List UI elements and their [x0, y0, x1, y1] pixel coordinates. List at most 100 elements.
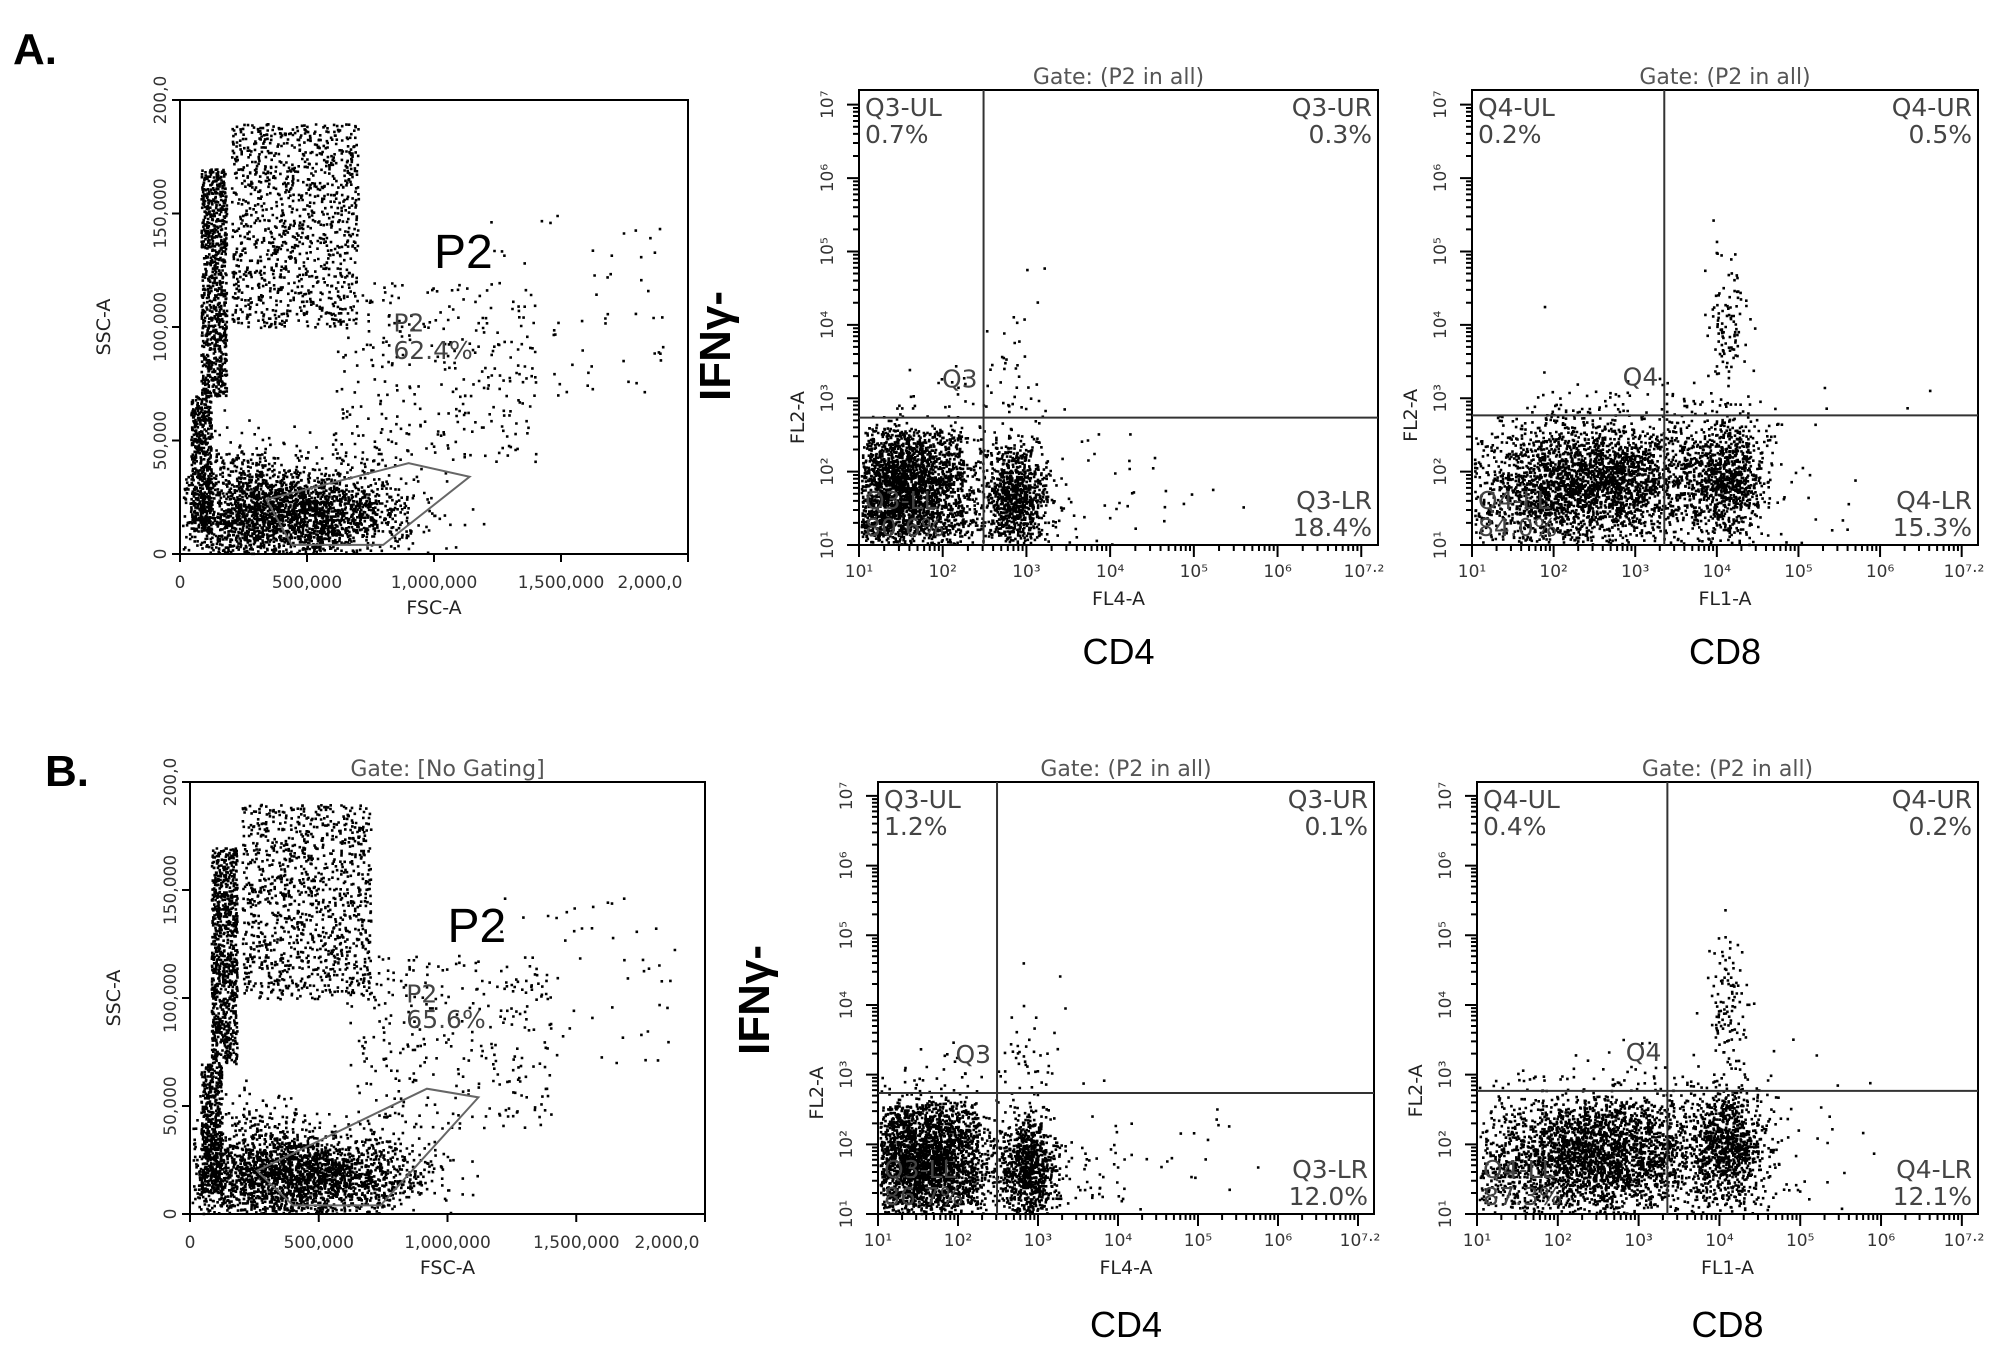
row: A. IFNγ- 0 500,000 1,000,000 1,500,000 2,000,0…	[13, 25, 1984, 672]
quadrant-plot: Gate: (P2 in all) 10¹ 10² 10³ 10⁴ 10⁵ 10⁶ 10⁷·²…	[1405, 757, 1984, 1345]
y-tick-label: 100,000	[161, 963, 181, 1033]
x-axis-label: FL1-A	[1698, 588, 1751, 610]
gate-plot: 0 500,000 1,000,000 1,500,000 2,000,0 0 50,000…	[93, 76, 689, 619]
log-ticks	[1465, 794, 1963, 1226]
x-tick-label: 10²	[928, 562, 956, 582]
x-axis-label: FSC-A	[406, 597, 461, 619]
quadrant-name: Q4-LR	[1896, 1155, 1972, 1184]
y-axis-label: FL2-A	[1400, 389, 1422, 442]
gate-label: Q4	[1626, 1038, 1662, 1067]
quadrant-percent: 12.1%	[1893, 1182, 1972, 1211]
y-tick-label: 10⁵	[818, 237, 838, 265]
row-label: A.	[13, 25, 57, 74]
plot-frame	[1471, 89, 1979, 546]
quadrant-name: Q4-UR	[1892, 785, 1972, 814]
y-tick-label: 0	[151, 549, 171, 560]
gate-percent: 65.6%	[406, 1005, 485, 1034]
gate-region	[264, 462, 472, 546]
quadrant-name: Q4-UR	[1892, 93, 1972, 122]
x-tick-label: 0	[185, 1233, 196, 1253]
quadrant-name: Q3-UL	[865, 93, 942, 122]
y-tick-label: 10³	[837, 1060, 857, 1088]
y-tick-label: 10²	[1431, 457, 1451, 485]
quadrant-percent: 0.1%	[1304, 812, 1368, 841]
x-tick-label: 2,000,0	[635, 1233, 700, 1253]
y-tick-label: 200,0	[161, 758, 181, 807]
x-tick-label: 10³	[1621, 562, 1649, 582]
y-tick-label: 10⁶	[837, 851, 857, 880]
quadrant-name: Q3-LR	[1292, 1155, 1368, 1184]
gate-percent: 62.4%	[393, 336, 472, 365]
marker-label: CD8	[1691, 1304, 1763, 1345]
log-ticks	[847, 103, 1363, 557]
quadrant-percent: 86.7%	[884, 1182, 963, 1211]
x-tick-label: 10⁷·²	[1944, 1231, 1985, 1251]
quadrant-name: Q4-LL	[1483, 1155, 1556, 1184]
quadrant-plot: Gate: (P2 in all) 10¹ 10² 10³ 10⁴ 10⁵ 10⁶ 10⁷·²…	[806, 757, 1380, 1345]
gate-label: Q4	[1623, 362, 1659, 391]
x-tick-label: 500,000	[284, 1233, 354, 1253]
y-tick-label: 10⁴	[837, 991, 857, 1020]
event-dots	[1473, 219, 1932, 547]
marker-label: CD8	[1689, 631, 1761, 672]
region-label: P2	[448, 900, 507, 953]
y-tick-label: 10¹	[1431, 531, 1451, 559]
y-tick-label: 10⁴	[1436, 991, 1456, 1020]
y-tick-label: 10³	[1436, 1060, 1456, 1088]
event-dots	[191, 803, 677, 1216]
event-dots	[860, 267, 1245, 547]
quadrant-percent: 84.0%	[1478, 513, 1557, 542]
x-tick-label: 10⁴	[1104, 1231, 1133, 1251]
quadrant-name: Q3-UR	[1288, 785, 1368, 814]
y-tick-label: 10¹	[818, 531, 838, 559]
quadrant-name: Q3-LL	[884, 1155, 957, 1184]
x-tick-label: 10²	[944, 1231, 972, 1251]
marker-label: CD4	[1082, 631, 1154, 672]
y-axis-label: SSC-A	[93, 299, 115, 356]
x-tick-label: 10⁴	[1703, 562, 1732, 582]
x-tick-label: 1,000,000	[391, 573, 478, 593]
y-tick-label: 10⁷	[1431, 90, 1451, 119]
x-tick-label: 10⁷·²	[1944, 562, 1985, 582]
y-axis-label: SSC-A	[103, 970, 125, 1027]
marker-label: CD4	[1090, 1304, 1162, 1345]
gate-region	[255, 1087, 481, 1207]
x-tick-label: 10⁶	[1867, 1231, 1896, 1251]
x-tick-label: 10¹	[1463, 1231, 1491, 1251]
x-tick-label: 10⁶	[1264, 1231, 1293, 1251]
quadrant-name: Q3-LR	[1296, 486, 1372, 515]
x-tick-label: 1,000,000	[404, 1233, 491, 1253]
quadrant-percent: 0.4%	[1483, 812, 1547, 841]
y-tick-label: 10⁵	[837, 921, 857, 949]
x-tick-label: 10⁷·²	[1340, 1231, 1381, 1251]
plot-title: Gate: (P2 in all)	[1040, 757, 1211, 782]
quadrant-name: Q3-UL	[884, 785, 961, 814]
event-dots	[1478, 909, 1876, 1215]
log-ticks	[866, 794, 1359, 1226]
x-axis-label: FL4-A	[1092, 588, 1145, 610]
quadrant-name: Q3-UR	[1292, 93, 1372, 122]
y-tick-label: 10¹	[837, 1200, 857, 1228]
x-axis-label: FL1-A	[1701, 1257, 1754, 1279]
x-tick-label: 10³	[1624, 1231, 1652, 1251]
x-tick-label: 10¹	[1458, 562, 1486, 582]
x-tick-label: 10⁶	[1866, 562, 1895, 582]
x-tick-label: 10⁴	[1705, 1231, 1734, 1251]
plot-title: Gate: [No Gating]	[350, 757, 544, 782]
y-tick-label: 10⁷	[1436, 782, 1456, 811]
x-tick-label: 10¹	[864, 1231, 892, 1251]
y-tick-label: 200,0	[151, 76, 171, 125]
quadrant-plot: Gate: (P2 in all) 10¹ 10² 10³ 10⁴ 10⁵ 10⁶ 10⁷·²…	[787, 65, 1384, 672]
plot-frame	[877, 781, 1375, 1215]
y-tick-label: 10⁷	[837, 782, 857, 811]
y-tick-label: 50,000	[161, 1076, 181, 1135]
x-tick-label: 10⁵	[1184, 1231, 1212, 1251]
quadrant-percent: 0.3%	[1308, 120, 1372, 149]
row-label: B.	[45, 747, 89, 796]
quadrant-name: Q4-LL	[1478, 486, 1551, 515]
gate-name: P2	[393, 309, 424, 338]
y-tick-label: 10¹	[1436, 1200, 1456, 1228]
plot-frame	[858, 89, 1379, 546]
x-tick-label: 1,500,000	[518, 573, 605, 593]
quadrant-percent: 15.3%	[1893, 513, 1972, 542]
